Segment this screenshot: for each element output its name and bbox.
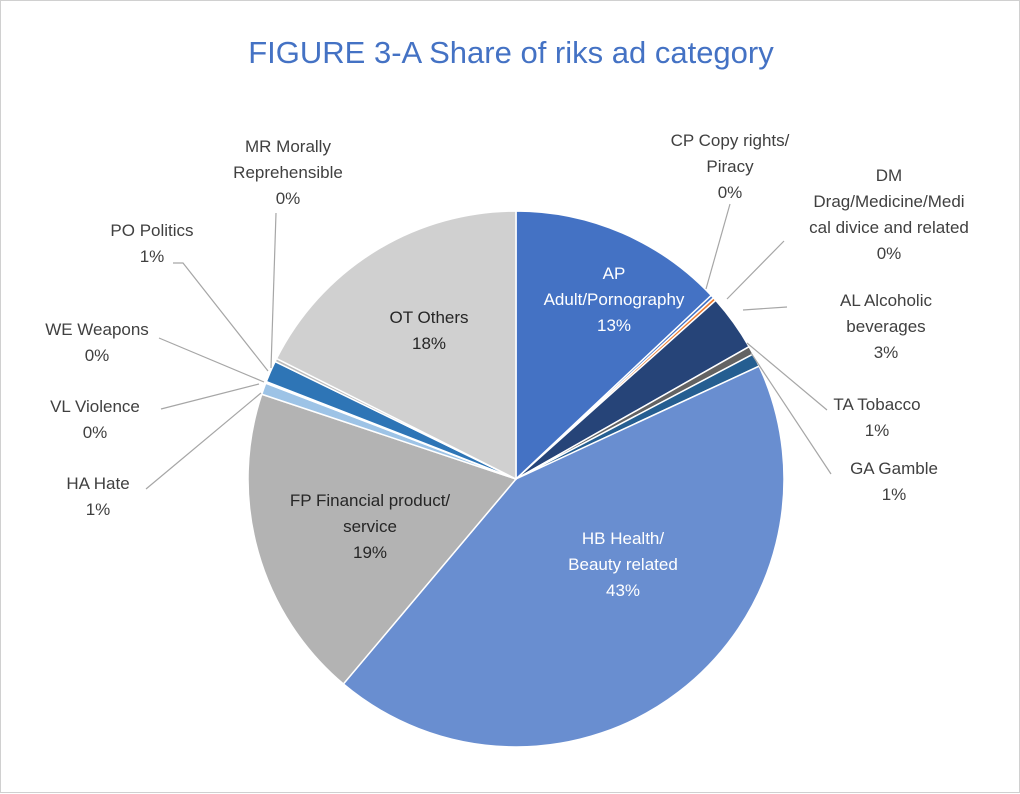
data-label-line: Drag/Medicine/Medi (813, 192, 964, 211)
data-label-percent: 0% (85, 346, 110, 365)
data-label-line: HA Hate (66, 474, 129, 493)
data-label-line: GA Gamble (850, 459, 938, 478)
data-label-percent: 13% (597, 316, 631, 335)
data-label-fp: FP Financial product/service 19% (290, 491, 451, 562)
data-label-line: CP Copy rights/ (671, 131, 790, 150)
data-label-line: WE Weapons (45, 320, 149, 339)
data-label-line: VL Violence (50, 397, 140, 416)
leader-line-we (158, 337, 265, 383)
leader-line-ga (750, 352, 832, 475)
data-label-line: AP (603, 264, 626, 283)
data-label-vl: VL Violence 0% (50, 397, 140, 442)
leader-line-vl (160, 383, 260, 410)
slice-ap (515, 210, 713, 481)
leader-line-ta (746, 342, 828, 411)
data-label-percent: 0% (877, 244, 902, 263)
leader-line-ha (145, 392, 262, 490)
data-label-line: MR Morally (245, 137, 331, 156)
data-label-ap: AP Adult/Pornography 13% (544, 264, 685, 335)
data-label-percent: 0% (718, 183, 743, 202)
leader-line-dm (726, 240, 785, 300)
slice-hb (342, 365, 785, 748)
data-label-percent: 1% (865, 421, 890, 440)
data-label-cp: CP Copy rights/Piracy 0% (671, 131, 790, 202)
data-label-ga: GA Gamble 1% (850, 459, 938, 504)
data-label-percent: 1% (882, 485, 907, 504)
data-label-line: TA Tobacco (833, 395, 920, 414)
pie-slices (247, 210, 785, 748)
data-label-ta: TA Tobacco 1% (833, 395, 920, 440)
data-label-percent: 1% (140, 247, 165, 266)
leader-line-al (742, 306, 788, 311)
data-label-ot: OT Others 18% (389, 308, 468, 353)
data-label-line: Reprehensible (233, 163, 343, 182)
data-label-we: WE Weapons 0% (45, 320, 149, 365)
data-label-line: service (343, 517, 397, 536)
data-label-po: PO Politics 1% (110, 221, 193, 266)
data-label-hb: HB Health/Beauty related 43% (568, 529, 678, 600)
data-label-percent: 0% (83, 423, 108, 442)
data-label-mr: MR Morally Reprehensible 0% (233, 137, 343, 208)
data-label-line: Piracy (706, 157, 754, 176)
data-label-percent: 0% (276, 189, 301, 208)
data-label-percent: 18% (412, 334, 446, 353)
data-label-line: FP Financial product/ (290, 491, 451, 510)
leader-line-mr (270, 212, 277, 369)
data-label-percent: 19% (353, 543, 387, 562)
data-label-line: PO Politics (110, 221, 193, 240)
data-label-line: AL Alcoholic (840, 291, 932, 310)
data-label-line: Adult/Pornography (544, 290, 685, 309)
data-label-percent: 43% (606, 581, 640, 600)
data-label-percent: 3% (874, 343, 899, 362)
leader-line-cp (705, 203, 731, 290)
data-label-line: HB Health/ (582, 529, 664, 548)
data-label-line: cal divice and related (809, 218, 969, 237)
leader-lines (145, 203, 832, 490)
data-label-ha: HA Hate 1% (66, 474, 129, 519)
data-label-line: OT Others (389, 308, 468, 327)
data-labels: AP Adult/Pornography 13% CP Copy rights/Pir… (45, 131, 969, 600)
data-label-line: Beauty related (568, 555, 678, 574)
slice-fp (247, 393, 518, 686)
data-label-line: beverages (846, 317, 925, 336)
chart-title: FIGURE 3-A Share of riks ad category (248, 35, 774, 70)
data-label-percent: 1% (86, 500, 111, 519)
slice-ot (275, 210, 517, 481)
data-label-dm: DM Drag/Medicine/Medi cal divice and relat… (809, 166, 969, 263)
data-label-al: AL Alcoholic beverages 3% (840, 291, 932, 362)
data-label-line: DM (876, 166, 902, 185)
leader-line-po (173, 262, 269, 372)
